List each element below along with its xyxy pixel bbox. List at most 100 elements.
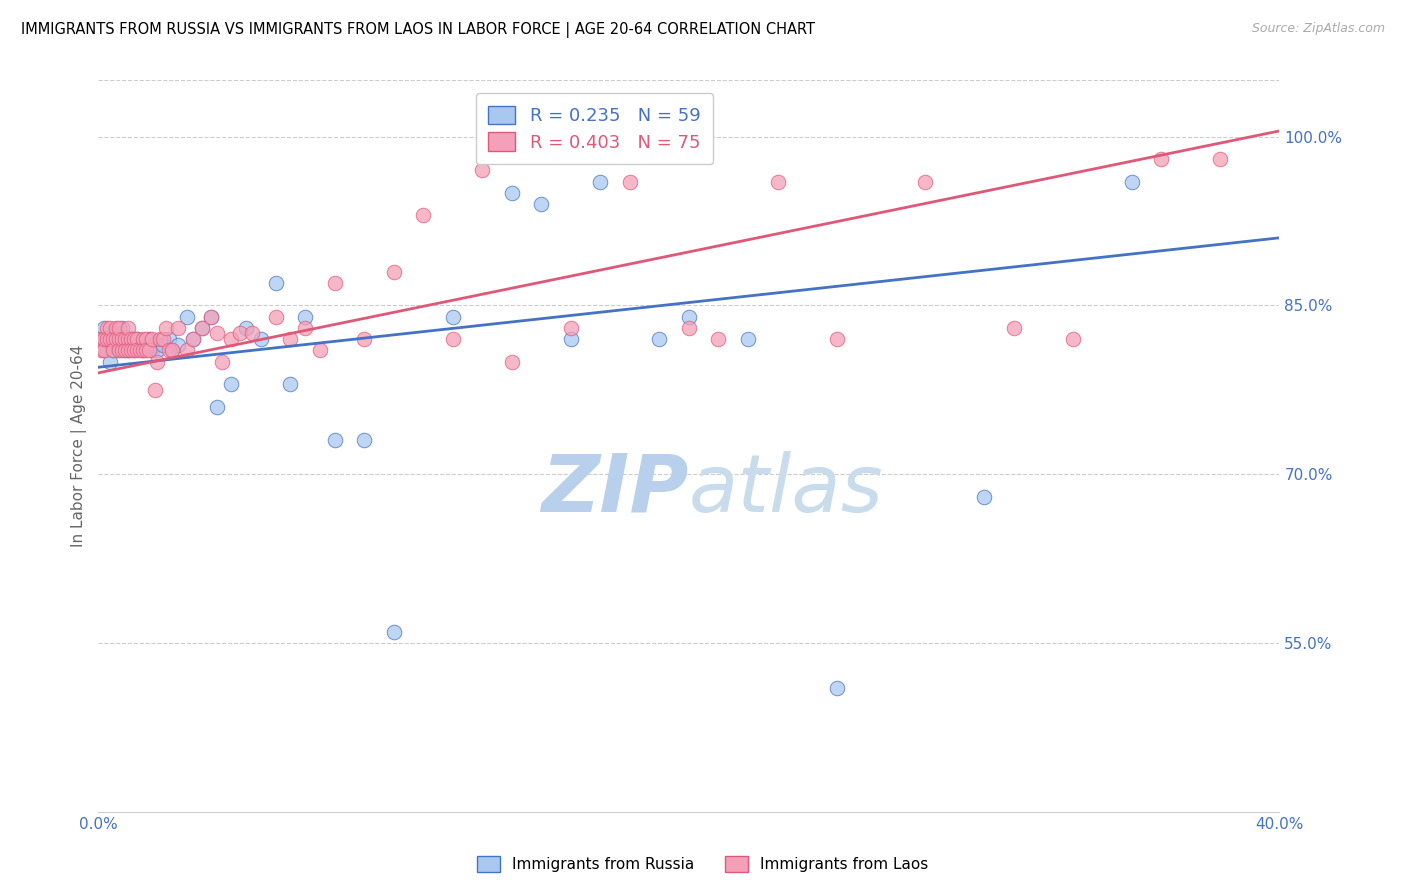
Point (1209, 152, 1232, 166)
Point (412, 208, 434, 222)
Point (105, 332, 128, 346)
Point (98, 332, 121, 346)
Point (191, 321, 214, 335)
Point (240, 326, 263, 341)
Point (122, 332, 145, 346)
Point (323, 276, 346, 290)
Point (155, 321, 177, 335)
Point (103, 343, 125, 358)
Point (323, 434, 346, 448)
Point (825, 332, 848, 346)
Point (648, 332, 671, 346)
Point (90, 332, 112, 346)
Y-axis label: In Labor Force | Age 20-64: In Labor Force | Age 20-64 (72, 345, 87, 547)
Point (120, 337, 142, 351)
Point (157, 343, 180, 358)
Point (501, 186, 523, 200)
Point (105, 337, 128, 351)
Point (108, 321, 131, 335)
Point (111, 321, 134, 335)
Point (382, 624, 405, 639)
Point (141, 332, 163, 346)
Point (114, 343, 136, 358)
Point (167, 337, 190, 351)
Point (200, 310, 222, 324)
Point (125, 343, 148, 358)
Point (167, 321, 190, 335)
Point (221, 332, 243, 346)
Point (120, 332, 142, 346)
Point (128, 343, 150, 358)
Point (96, 343, 118, 358)
Point (1062, 332, 1084, 346)
Point (122, 343, 145, 358)
Point (143, 337, 166, 351)
Legend: R = 0.235   N = 59, R = 0.403   N = 75: R = 0.235 N = 59, R = 0.403 N = 75 (475, 93, 713, 164)
Point (1002, 321, 1025, 335)
Point (766, 175, 789, 189)
Point (205, 326, 228, 341)
Point (280, 332, 302, 346)
Point (103, 343, 125, 358)
Point (117, 321, 139, 335)
Point (560, 332, 582, 346)
Point (103, 326, 125, 341)
Point (96, 332, 118, 346)
Point (1150, 152, 1173, 166)
Point (589, 175, 612, 189)
Point (471, 163, 494, 178)
Point (530, 197, 553, 211)
Point (181, 332, 204, 346)
Point (132, 343, 155, 358)
Point (152, 337, 174, 351)
Point (146, 354, 169, 368)
Point (120, 332, 142, 346)
Point (111, 332, 134, 346)
Point (221, 377, 243, 392)
Legend: Immigrants from Russia, Immigrants from Laos: Immigrants from Russia, Immigrants from … (470, 848, 936, 880)
Point (114, 343, 136, 358)
Point (441, 332, 464, 346)
Text: ZIP: ZIP (541, 450, 689, 529)
Point (93, 321, 115, 335)
Point (229, 326, 252, 341)
Point (98, 321, 121, 335)
Point (825, 681, 848, 695)
Point (152, 332, 174, 346)
Point (132, 343, 155, 358)
Point (353, 332, 375, 346)
Point (264, 276, 287, 290)
Point (157, 332, 180, 346)
Point (108, 332, 131, 346)
Point (191, 321, 214, 335)
Point (589, 141, 612, 155)
Point (162, 343, 183, 358)
Point (353, 434, 375, 448)
Point (96, 321, 118, 335)
Point (135, 343, 157, 358)
Point (211, 354, 233, 368)
Point (294, 321, 316, 335)
Point (250, 332, 273, 346)
Point (264, 310, 287, 324)
Point (619, 175, 641, 189)
Point (176, 310, 198, 324)
Point (441, 310, 464, 324)
Point (103, 332, 125, 346)
Point (146, 343, 169, 358)
Text: atlas: atlas (689, 450, 884, 529)
Point (141, 343, 163, 358)
Point (973, 490, 995, 504)
Point (914, 175, 936, 189)
Text: Source: ZipAtlas.com: Source: ZipAtlas.com (1251, 22, 1385, 36)
Point (117, 343, 139, 358)
Point (117, 337, 139, 351)
Point (90, 343, 112, 358)
Point (737, 332, 759, 346)
Point (162, 343, 183, 358)
Point (1121, 175, 1143, 189)
Point (200, 310, 222, 324)
Point (117, 332, 139, 346)
Point (98, 332, 121, 346)
Point (135, 332, 157, 346)
